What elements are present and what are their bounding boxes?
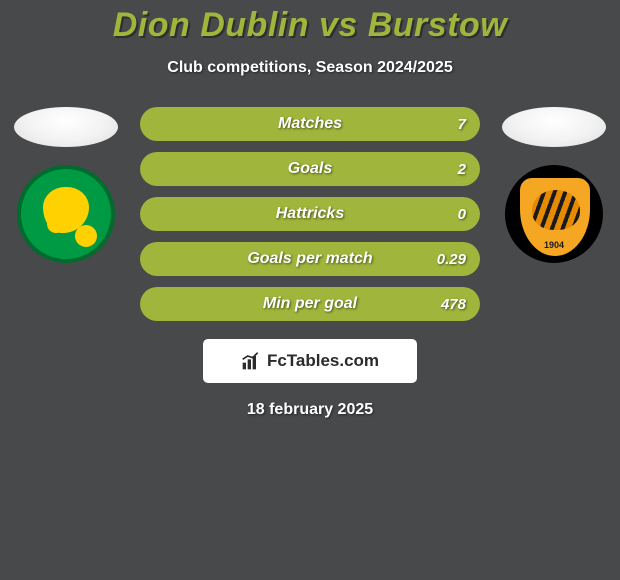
stat-right-value: 478	[441, 287, 466, 321]
stat-bar: Matches7	[140, 107, 480, 141]
right-avatar-column: 1904	[498, 107, 610, 263]
date-text: 18 february 2025	[0, 401, 620, 419]
player2-name: Burstow	[368, 6, 508, 44]
player1-name: Dion Dublin	[113, 6, 309, 44]
stat-label: Min per goal	[140, 295, 480, 313]
player1-avatar-placeholder	[14, 107, 118, 147]
left-avatar-column	[10, 107, 122, 263]
brand-text: FcTables.com	[267, 351, 379, 371]
ball-icon	[75, 225, 97, 247]
stat-bar: Min per goal478	[140, 287, 480, 321]
stat-bar: Goals2	[140, 152, 480, 186]
stat-label: Hattricks	[140, 205, 480, 223]
stats-list: Matches7Goals2Hattricks0Goals per match0…	[140, 107, 480, 321]
tiger-icon	[532, 190, 580, 230]
stat-bar: Goals per match0.29	[140, 242, 480, 276]
stat-right-value: 0.29	[437, 242, 466, 276]
stat-label: Goals per match	[140, 250, 480, 268]
player2-avatar-placeholder	[502, 107, 606, 147]
chart-icon	[241, 351, 261, 371]
stat-right-value: 2	[458, 152, 466, 186]
brand-badge: FcTables.com	[203, 339, 417, 383]
main-row: Matches7Goals2Hattricks0Goals per match0…	[0, 107, 620, 321]
team1-crest	[17, 165, 115, 263]
vs-text: vs	[319, 6, 358, 44]
stat-bar: Hattricks0	[140, 197, 480, 231]
page-title: Dion Dublin vs Burstow	[0, 6, 620, 45]
crest-year: 1904	[508, 240, 600, 250]
team2-crest: 1904	[505, 165, 603, 263]
stat-right-value: 0	[458, 197, 466, 231]
subtitle: Club competitions, Season 2024/2025	[0, 59, 620, 77]
stat-label: Goals	[140, 160, 480, 178]
stat-right-value: 7	[458, 107, 466, 141]
comparison-card: Dion Dublin vs Burstow Club competitions…	[0, 0, 620, 580]
stat-label: Matches	[140, 115, 480, 133]
